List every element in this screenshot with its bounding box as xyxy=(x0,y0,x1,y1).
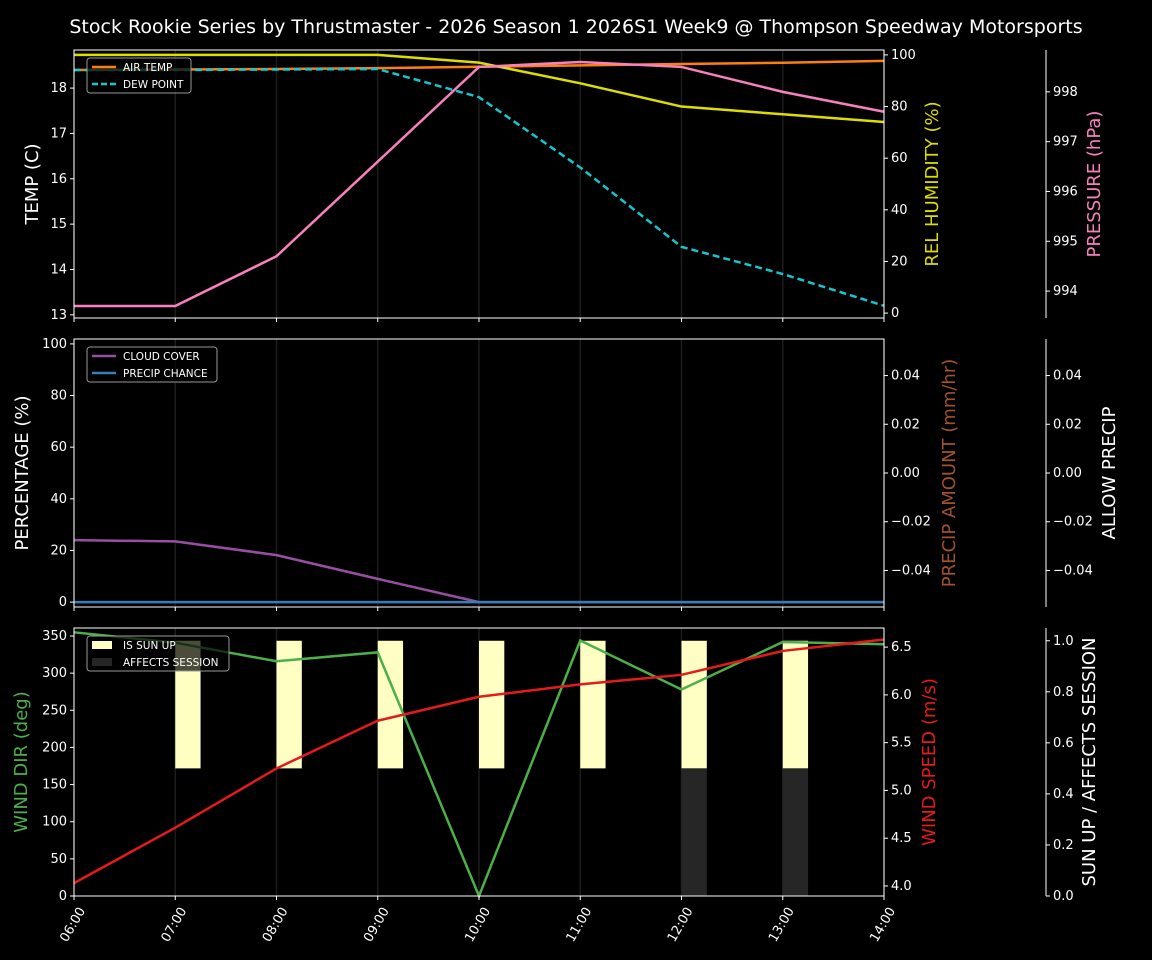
sun-up-bar xyxy=(681,640,707,769)
y-tick-label: −0.02 xyxy=(1053,515,1093,530)
panel-top: 13 14 15 16 17 18 TEMP (C) 0 20 40 60 80 100 REL HUMI… xyxy=(22,48,1105,323)
y-tick-label: 0.0 xyxy=(1053,889,1074,904)
y-tick-label: 20 xyxy=(50,543,67,558)
y-tick-label: 1.0 xyxy=(1053,634,1074,649)
y-tick-label: 0.04 xyxy=(891,369,920,384)
y-tick-label: −0.04 xyxy=(1053,563,1093,578)
y-tick-label: 998 xyxy=(1053,85,1078,100)
y-tick-label: 300 xyxy=(42,666,67,681)
y-tick-label: 995 xyxy=(1053,234,1078,249)
y-tick-label: 0.02 xyxy=(1053,417,1082,432)
legend-swatch xyxy=(92,641,112,649)
y-tick-label: 60 xyxy=(50,440,67,455)
legend: IS SUN UP AFFECTS SESSION xyxy=(86,635,230,672)
legend: CLOUD COVER PRECIP CHANCE xyxy=(86,346,218,383)
right2-axis-label: ALLOW PRECIP xyxy=(1099,406,1120,539)
y-tick-label: 40 xyxy=(50,492,67,507)
panel-bottom: 0 50 100 150 200 250 300 350 WIND DIR (deg) 4.0 4.… xyxy=(11,627,1100,945)
series-line-right-1 xyxy=(73,638,885,885)
y-tick-label: 16 xyxy=(50,172,67,187)
y-tick-label: 0.8 xyxy=(1053,685,1074,700)
legend-label: DEW POINT xyxy=(123,79,184,91)
y-tick-label: 0 xyxy=(59,889,67,904)
affects-session-bar xyxy=(782,768,809,896)
y-tick-label: 17 xyxy=(50,126,67,141)
legend-box xyxy=(86,346,218,383)
y-tick-label: 15 xyxy=(50,217,67,232)
sun-up-bar xyxy=(580,640,606,769)
y-tick-label: 13 xyxy=(50,308,67,323)
x-tick-label: 06:00 xyxy=(57,905,89,945)
y-tick-label: 20 xyxy=(891,254,908,269)
x-tick-label: 13:00 xyxy=(766,905,798,945)
y-tick-label: 0.04 xyxy=(1053,369,1082,384)
x-tick-label: 09:00 xyxy=(361,905,393,945)
series-line-dew-point xyxy=(74,67,885,307)
y-tick-label: 0.2 xyxy=(1053,838,1074,853)
y-tick-label: 14 xyxy=(50,262,67,277)
chart-title: Stock Rookie Series by Thrustmaster - 20… xyxy=(69,16,1083,38)
y-tick-label: 6.5 xyxy=(891,640,912,655)
y-tick-label: 18 xyxy=(50,81,67,96)
y-tick-label: 0 xyxy=(891,306,899,321)
left-axis-label: WIND DIR (deg) xyxy=(11,691,32,833)
legend-label: PRECIP CHANCE xyxy=(123,368,208,380)
series-line-right2-3 xyxy=(74,60,885,308)
y-tick-label: 100 xyxy=(891,48,916,63)
y-tick-label: −0.02 xyxy=(891,515,931,530)
right-axis-label: PRECIP AMOUNT (mm/hr) xyxy=(939,359,960,588)
x-tick-label: 11:00 xyxy=(564,905,596,945)
y-tick-label: 0.6 xyxy=(1053,736,1074,751)
right2-axis-label: PRESSURE (hPa) xyxy=(1084,111,1105,258)
x-tick-label: 10:00 xyxy=(462,905,494,945)
y-tick-label: 80 xyxy=(891,100,908,115)
x-tick-label: 07:00 xyxy=(159,905,191,945)
legend-label: IS SUN UP xyxy=(123,640,176,652)
affects-session-bar xyxy=(681,768,707,896)
right-axis-label: REL HUMIDITY (%) xyxy=(922,101,943,266)
sun-up-bar xyxy=(782,640,809,769)
y-tick-label: 5.0 xyxy=(891,783,912,798)
legend-swatch xyxy=(92,658,112,666)
y-tick-label: 150 xyxy=(42,778,67,793)
y-tick-label: 40 xyxy=(891,203,908,218)
y-tick-label: 5.5 xyxy=(891,736,912,751)
y-tick-label: 0.00 xyxy=(1053,466,1082,481)
y-tick-label: −0.04 xyxy=(891,563,931,578)
right-axis-label: WIND SPEED (m/s) xyxy=(919,678,940,846)
y-tick-label: 250 xyxy=(42,703,67,718)
y-tick-label: 350 xyxy=(42,629,67,644)
right2-axis-label: SUN UP / AFFECTS SESSION xyxy=(1079,637,1100,886)
y-tick-label: 0.02 xyxy=(891,417,920,432)
y-tick-label: 0.4 xyxy=(1053,787,1074,802)
legend-label: CLOUD COVER xyxy=(123,351,200,363)
left-axis-label: TEMP (C) xyxy=(22,143,43,225)
y-tick-label: 0 xyxy=(59,595,67,610)
y-tick-label: 60 xyxy=(891,151,908,166)
x-tick-label: 12:00 xyxy=(665,905,697,945)
y-tick-label: 200 xyxy=(42,740,67,755)
sun-up-bar xyxy=(479,640,505,769)
legend: AIR TEMP DEW POINT xyxy=(86,57,192,94)
panel-middle: 0 20 40 60 80 100 PERCENTAGE (%) −0.04 −0.02 0.00… xyxy=(12,337,1120,611)
y-tick-label: 0.00 xyxy=(891,466,920,481)
legend-box xyxy=(86,635,230,672)
y-tick-label: 100 xyxy=(42,337,67,352)
y-tick-label: 4.0 xyxy=(891,879,912,894)
x-tick-label: 08:00 xyxy=(260,905,292,945)
legend-label: AIR TEMP xyxy=(123,62,172,74)
y-tick-label: 100 xyxy=(42,815,67,830)
y-tick-label: 50 xyxy=(50,852,67,867)
x-tick-label: 14:00 xyxy=(867,905,899,945)
y-tick-label: 80 xyxy=(50,389,67,404)
y-tick-label: 996 xyxy=(1053,184,1078,199)
legend-label: AFFECTS SESSION xyxy=(123,657,219,669)
left-axis-label: PERCENTAGE (%) xyxy=(12,395,33,550)
series-line-right-2 xyxy=(74,53,885,124)
y-tick-label: 994 xyxy=(1053,284,1078,299)
y-tick-label: 4.5 xyxy=(891,831,912,846)
y-tick-label: 6.0 xyxy=(891,688,912,703)
y-tick-label: 997 xyxy=(1053,135,1078,150)
